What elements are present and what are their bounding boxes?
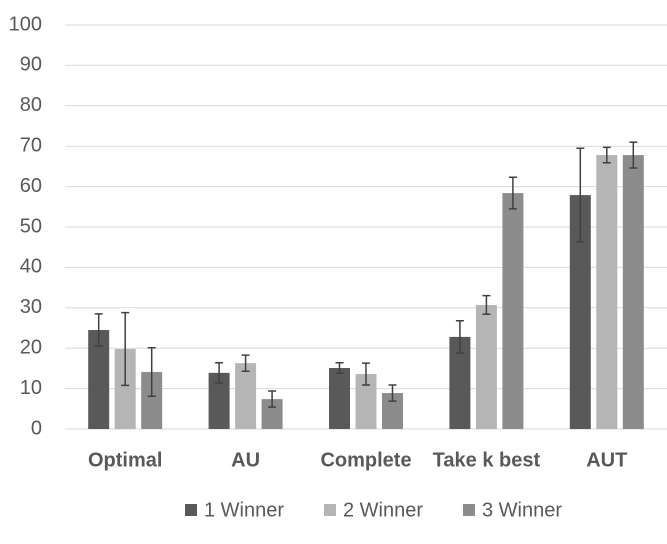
error-bar — [335, 361, 344, 374]
error-bar — [602, 146, 611, 164]
error-bar — [508, 176, 517, 210]
legend-label: 1 Winner — [204, 499, 284, 521]
x-tick-label: AU — [231, 449, 260, 471]
error-bar — [147, 347, 156, 398]
error-bar — [268, 390, 277, 408]
bar — [329, 367, 350, 429]
x-tick-label: AUT — [586, 449, 627, 471]
y-tick-label: 90 — [20, 54, 42, 76]
y-tick-label: 80 — [20, 94, 42, 116]
bar — [475, 304, 497, 429]
x-tick-label: Take k best — [433, 449, 541, 471]
bar — [382, 393, 403, 429]
legend-swatch — [463, 504, 475, 516]
bar — [261, 399, 283, 429]
legend-swatch — [185, 504, 197, 516]
legend-swatch — [324, 504, 336, 516]
error-bar — [121, 311, 130, 387]
x-tick-label: Optimal — [88, 449, 162, 471]
error-bar — [215, 361, 224, 384]
error-bar — [94, 313, 103, 347]
y-tick-label: 20 — [20, 336, 42, 358]
error-bar — [241, 354, 250, 372]
y-tick-label: 100 — [9, 13, 42, 35]
y-tick-label: 0 — [31, 417, 42, 439]
y-tick-label: 60 — [20, 175, 42, 197]
bar — [208, 372, 230, 429]
error-bar — [388, 384, 397, 402]
y-tick-label: 50 — [20, 215, 42, 237]
bar — [449, 336, 471, 429]
legend-label: 2 Winner — [343, 499, 423, 521]
y-tick-label: 30 — [20, 296, 42, 318]
x-tick-label: Complete — [320, 449, 411, 471]
y-tick-label: 40 — [20, 256, 42, 278]
bar — [235, 363, 257, 429]
bar — [88, 330, 110, 429]
bar — [141, 372, 163, 429]
legend-label: 3 Winner — [482, 499, 562, 521]
error-bar — [629, 141, 638, 169]
bar — [355, 374, 377, 429]
bar — [622, 155, 644, 429]
bar — [114, 349, 136, 429]
error-bar — [576, 147, 585, 243]
bar — [596, 155, 618, 429]
y-tick-label: 10 — [20, 377, 42, 399]
error-bar — [362, 362, 370, 386]
bar — [502, 193, 524, 429]
y-tick-label: 70 — [20, 134, 42, 156]
bar — [569, 195, 591, 429]
error-bar — [482, 294, 491, 316]
error-bar — [455, 319, 464, 354]
